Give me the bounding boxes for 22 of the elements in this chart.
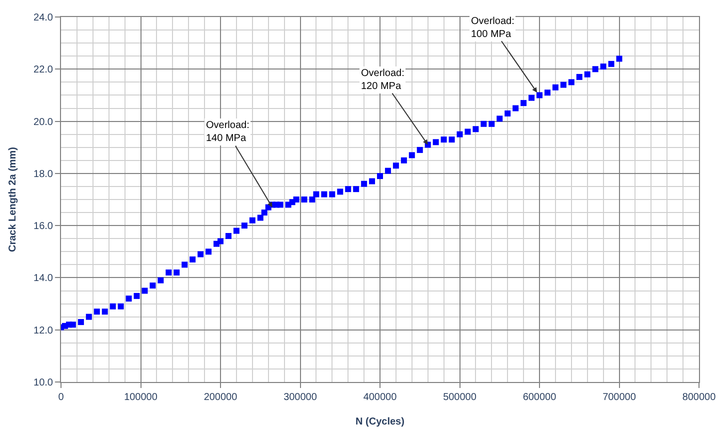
y-tick-label: 22.0 — [34, 64, 54, 76]
y-tick-label: 24.0 — [34, 12, 54, 24]
y-tick-label: 10.0 — [34, 378, 54, 388]
x-tick-label: 0 — [58, 392, 64, 403]
annotation: Overload: 140 MPa — [206, 120, 250, 144]
y-tick-label: 16.0 — [34, 221, 54, 232]
x-tick-label: 300000 — [284, 392, 318, 403]
x-tick-label: 100000 — [124, 392, 158, 403]
y-tick-label: 20.0 — [34, 116, 54, 128]
y-axis-title: Crack Length 2a (mm) — [8, 146, 19, 252]
x-tick-label: 400000 — [363, 392, 398, 403]
annotation: Overload: 100 MPa — [471, 16, 514, 40]
x-tick-label: 800000 — [682, 392, 716, 403]
x-tick-label: 700000 — [602, 392, 636, 403]
x-tick-label: 600000 — [522, 392, 557, 403]
x-tick-label: 200000 — [204, 392, 238, 403]
annotation: Overload: 120 MPa — [361, 68, 404, 92]
y-tick-label: 18.0 — [34, 168, 54, 180]
x-tick-label: 500000 — [443, 392, 477, 403]
y-tick-label: 12.0 — [34, 325, 54, 336]
y-tick-label: 14.0 — [34, 273, 54, 284]
x-axis-title: N (Cycles) — [356, 416, 404, 428]
